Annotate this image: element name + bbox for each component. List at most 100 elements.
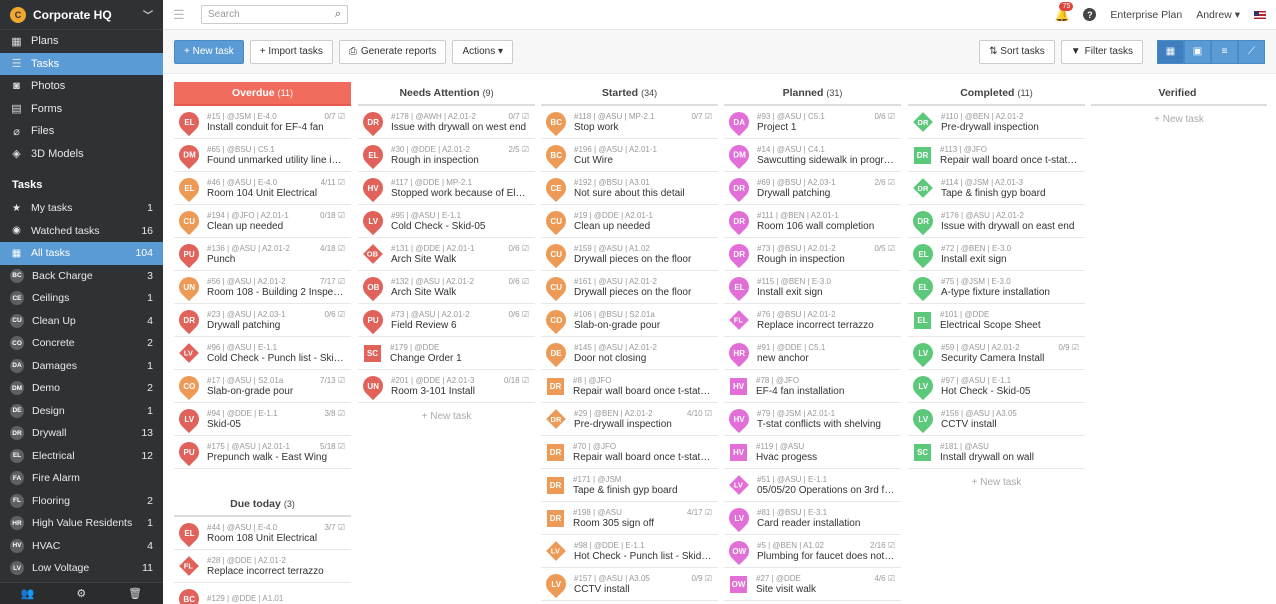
hamburger-icon[interactable]: ☰ xyxy=(173,6,185,22)
task-card[interactable]: CU #19 | @DDE | A2.01-1 Clean up needed xyxy=(541,205,718,238)
column-new-task-link[interactable]: + New task xyxy=(1154,113,1204,125)
task-card[interactable]: DR #198 | @ASU 4/17 ☑ Room 305 sign off xyxy=(541,502,718,535)
gear-icon[interactable]: ⚙ xyxy=(76,588,87,600)
task-filter-damages[interactable]: DA Damages 1 xyxy=(0,355,163,378)
new-task-button[interactable]: + New task xyxy=(174,39,244,64)
task-card[interactable]: EL #30 | @DDE | A2.01-2 2/5 ☑ Rough in insp… xyxy=(358,139,535,172)
user-menu[interactable]: Andrew ▾ xyxy=(1196,8,1240,21)
task-card[interactable]: LV #59 | @ASU | A2.01-2 0/9 ☑ Security Came… xyxy=(908,337,1085,370)
task-card[interactable]: BC #129 | @DDE | A1.01 xyxy=(174,583,351,604)
task-card[interactable]: OW #5 | @BEN | A1.02 2/16 ☑ Plumbing for fa… xyxy=(724,535,901,568)
task-card[interactable]: HV #78 | @JFO EF-4 fan installation xyxy=(724,370,901,403)
sort-tasks-button[interactable]: ⇅ Sort tasks xyxy=(979,39,1055,64)
task-card[interactable]: PU #73 | @ASU | A2.01-2 0/6 ☑ Field Review … xyxy=(358,304,535,337)
board-view-icon[interactable]: ▦ xyxy=(1157,39,1184,64)
task-card[interactable]: EL #115 | @BEN | E-3.0 Install exit sign xyxy=(724,271,901,304)
task-card[interactable]: DR #23 | @ASU | A2.03-1 0/6 ☑ Drywall patch… xyxy=(174,304,351,337)
task-card[interactable]: DE #145 | @ASU | A2.01-2 Door not closing xyxy=(541,337,718,370)
filter-tasks-button[interactable]: ▼ Filter tasks xyxy=(1060,39,1143,64)
task-card[interactable]: HV #79 | @JSM | A2.01-1 T-stat conflicts w… xyxy=(724,403,901,436)
search-icon[interactable]: ⌕ xyxy=(334,8,341,20)
task-card[interactable]: DM #14 | @ASU | C4.1 Sawcutting sidewalk i… xyxy=(724,139,901,172)
task-card[interactable]: CU #194 | @JFO | A2.01-1 0/18 ☑ Clean up ne… xyxy=(174,205,351,238)
users-icon[interactable]: 👥 xyxy=(20,588,35,600)
task-filter-fire-alarm[interactable]: FA Fire Alarm xyxy=(0,467,163,490)
search-input[interactable] xyxy=(208,9,335,20)
task-card[interactable]: EL #72 | @BEN | E-3.0 Install exit sign xyxy=(908,238,1085,271)
task-card[interactable]: HR #91 | @DDE | C5.1 new anchor xyxy=(724,337,901,370)
nav-item-forms[interactable]: ▤ Forms xyxy=(0,98,163,121)
nav-item-3d-models[interactable]: ◈ 3D Models xyxy=(0,143,163,166)
plan-link[interactable]: Enterprise Plan xyxy=(1110,8,1183,21)
task-card[interactable]: EL #15 | @JSM | E-4.0 0/7 ☑ Install conduit… xyxy=(174,106,351,139)
import-tasks-button[interactable]: + Import tasks xyxy=(249,39,333,64)
nav-item-files[interactable]: ⌀ Files xyxy=(0,120,163,143)
us-flag-icon[interactable] xyxy=(1254,10,1266,19)
task-card[interactable]: LV #81 | @BSU | E-3.1 Card reader installa… xyxy=(724,502,901,535)
task-card[interactable]: LV #98 | @DDE | E-1.1 Hot Check - Punch li… xyxy=(541,535,718,568)
task-card[interactable]: LV #97 | @ASU | E-1.1 Hot Check - Skid-05 xyxy=(908,370,1085,403)
task-card[interactable]: DA #93 | @ASU | C5.1 0/6 ☑ Project 1 xyxy=(724,106,901,139)
task-card[interactable]: DR #8 | @JFO Repair wall board once t-stat… xyxy=(541,370,718,403)
task-card[interactable]: LV #94 | @DDE | E-1.1 3/8 ☑ Skid-05 xyxy=(174,403,351,436)
task-card[interactable]: UN #201 | @DDE | A2.01-3 0/18 ☑ Room 3-101 … xyxy=(358,370,535,403)
task-card[interactable]: SC #179 | @DDE Change Order 1 xyxy=(358,337,535,370)
task-card[interactable]: DR #171 | @JSM Tape & finish gyp board xyxy=(541,469,718,502)
task-card[interactable]: FL #76 | @BSU | A2.01-2 Replace incorrect … xyxy=(724,304,901,337)
task-card[interactable]: PU #175 | @ASU | A2.01-1 5/18 ☑ Prepunch wa… xyxy=(174,436,351,469)
task-filter-design[interactable]: DE Design 1 xyxy=(0,400,163,423)
nav-item-plans[interactable]: ▦ Plans xyxy=(0,30,163,53)
task-card[interactable]: FL #28 | @DDE | A2.01-2 Replace incorrect … xyxy=(174,550,351,583)
task-filter-low-voltage[interactable]: LV Low Voltage 11 xyxy=(0,557,163,580)
task-filter-high-value-residents[interactable]: HR High Value Residents 1 xyxy=(0,512,163,535)
task-card[interactable]: CU #159 | @ASU | A1.02 Drywall pieces on t… xyxy=(541,238,718,271)
task-card[interactable]: DR #113 | @JFO Repair wall board once t-st… xyxy=(908,139,1085,172)
task-card[interactable]: LV #157 | @ASU | A3.05 0/9 ☑ CCTV install xyxy=(541,568,718,601)
column-new-task-link[interactable]: + New task xyxy=(421,410,472,422)
task-card[interactable]: LV #95 | @ASU | E-1.1 Cold Check - Skid-05 xyxy=(358,205,535,238)
task-card[interactable]: DR #111 | @BEN | A2.01-1 Room 106 wall com… xyxy=(724,205,901,238)
column-new-task-link[interactable]: + New task xyxy=(971,476,1022,488)
org-switcher[interactable]: C Corporate HQ ﹀ xyxy=(0,0,163,30)
generate-reports-button[interactable]: ⎙ Generate reports xyxy=(338,39,447,64)
task-filter-hvac[interactable]: HV HVAC 4 xyxy=(0,535,163,558)
nav-item-tasks[interactable]: ☰ Tasks xyxy=(0,52,163,75)
task-card[interactable]: OW #27 | @DDE 4/6 ☑ Site visit walk xyxy=(724,568,901,601)
task-card[interactable]: DM #65 | @BSU | C5.1 Found unmarked utilit… xyxy=(174,139,351,172)
nav-item-photos[interactable]: ◙ Photos xyxy=(0,75,163,98)
task-card[interactable]: DR #176 | @ASU | A2.01-2 Issue with drywal… xyxy=(908,205,1085,238)
task-filter-back-charge[interactable]: BC Back Charge 3 xyxy=(0,265,163,288)
calendar-view-icon[interactable]: ▣ xyxy=(1184,39,1211,64)
task-filter-drywall[interactable]: DR Drywall 13 xyxy=(0,422,163,445)
task-card[interactable]: DR #29 | @BEN | A2.01-2 4/10 ☑ Pre-drywall … xyxy=(541,403,718,436)
task-card[interactable]: CE #192 | @BSU | A3.01 Not sure about this… xyxy=(541,172,718,205)
task-card[interactable]: LV #96 | @ASU | E-1.1 Cold Check - Punch l… xyxy=(174,337,351,370)
task-filter-ceilings[interactable]: CE Ceilings 1 xyxy=(0,287,163,310)
task-card[interactable]: PU #136 | @ASU | A2.01-2 4/18 ☑ Punch xyxy=(174,238,351,271)
task-card[interactable]: DR #73 | @BSU | A2.01-2 0/5 ☑ Rough in insp… xyxy=(724,238,901,271)
actions-button[interactable]: Actions ▾ xyxy=(452,39,514,64)
task-card[interactable]: HV #119 | @ASU Hvac progess xyxy=(724,436,901,469)
task-card[interactable]: EL #46 | @ASU | E-4.0 4/11 ☑ Room 104 Unit … xyxy=(174,172,351,205)
task-card[interactable]: OB #132 | @ASU | A2.01-2 0/6 ☑ Arch Site Wa… xyxy=(358,271,535,304)
task-card[interactable]: CU #161 | @ASU | A2.01-2 Drywall pieces on… xyxy=(541,271,718,304)
task-card[interactable]: BC #118 | @ASU | MP-2.1 0/7 ☑ Stop work xyxy=(541,106,718,139)
task-card[interactable]: LV #156 | @ASU | A3.05 CCTV install xyxy=(908,403,1085,436)
chart-view-icon[interactable]: ⟋ xyxy=(1238,39,1265,64)
bell-icon[interactable]: 🔔 75 xyxy=(1054,1,1074,22)
task-filter-concrete[interactable]: CO Concrete 2 xyxy=(0,332,163,355)
task-card[interactable]: CO #17 | @ASU | S2.01a 7/13 ☑ Slab-on-grade… xyxy=(174,370,351,403)
gantt-view-icon[interactable]: ≡ xyxy=(1211,39,1238,64)
task-card[interactable]: DR #178 | @AWH | A2.01-2 0/7 ☑ Issue with d… xyxy=(358,106,535,139)
task-card[interactable]: LV #51 | @ASU | E-1.1 05/05/20 Operations … xyxy=(724,469,901,502)
task-filter-my-tasks[interactable]: ★ My tasks 1 xyxy=(0,197,163,220)
task-filter-all-tasks[interactable]: ▦ All tasks 104 xyxy=(0,242,163,265)
task-card[interactable]: EL #75 | @JSM | E-3.0 A-type fixture insta… xyxy=(908,271,1085,304)
task-card[interactable]: DR #114 | @JSM | A2.01-3 Tape & finish gyp… xyxy=(908,172,1085,205)
task-card[interactable]: CO #106 | @BSU | S2.01a Slab-on-grade pour xyxy=(541,304,718,337)
task-card[interactable]: OB #131 | @DDE | A2.01-1 0/6 ☑ Arch Site Wa… xyxy=(358,238,535,271)
trash-icon[interactable]: 🗑 xyxy=(128,588,143,600)
task-filter-flooring[interactable]: FL Flooring 2 xyxy=(0,490,163,513)
task-card[interactable]: DR #70 | @JFO Repair wall board once t-sta… xyxy=(541,436,718,469)
task-card[interactable]: DR #69 | @BSU | A2.03-1 2/6 ☑ Drywall patch… xyxy=(724,172,901,205)
